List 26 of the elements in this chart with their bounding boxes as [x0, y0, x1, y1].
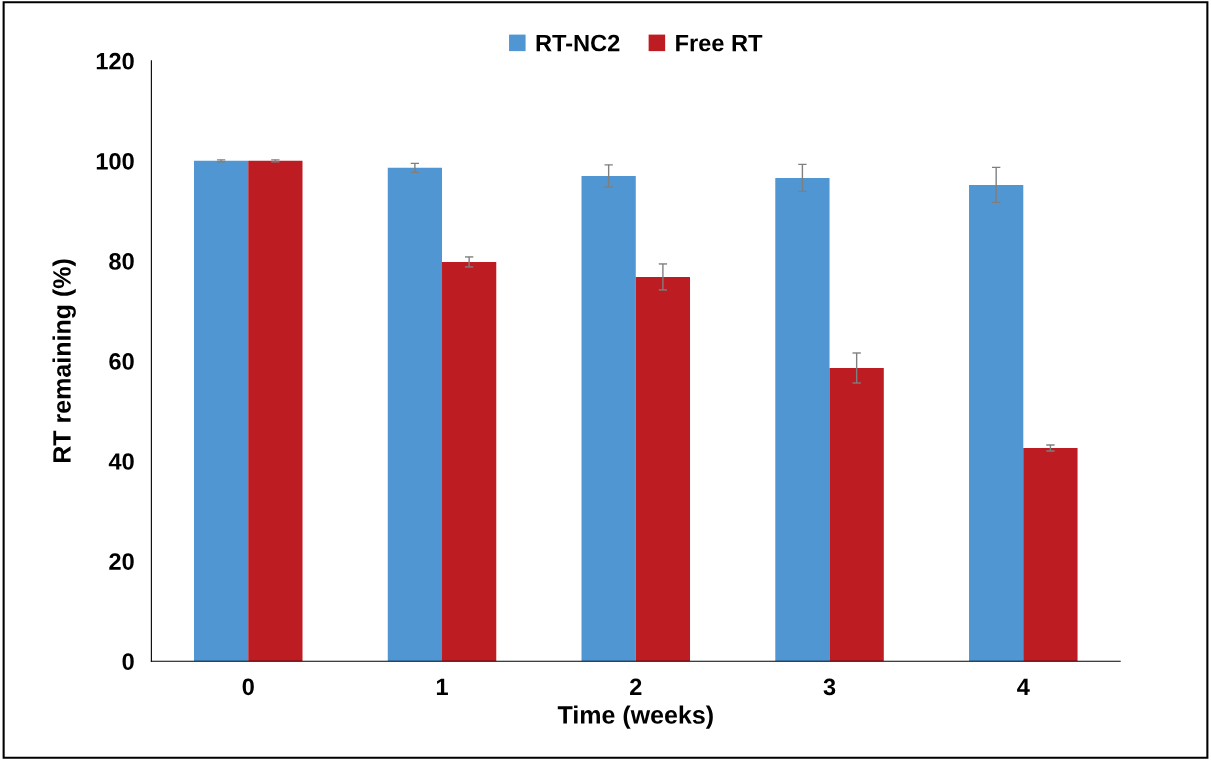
x-tick-label: 2 — [630, 678, 642, 695]
x-tick-label: 3 — [823, 678, 836, 696]
y-tick-label: 0 — [122, 653, 134, 670]
y-tick-label: 20 — [109, 553, 134, 570]
y-tick-label: 60 — [109, 353, 134, 370]
x-tick-label: 1 — [436, 678, 448, 695]
bar — [969, 184, 1024, 662]
x-tick-label: 4 — [1017, 678, 1030, 695]
x-axis-title: Time (weeks) — [557, 705, 713, 729]
y-tick-label: 40 — [108, 453, 134, 470]
legend-label: Free RT — [676, 34, 763, 52]
y-tick-label: 120 — [96, 52, 134, 70]
y-tick-label: 100 — [96, 152, 134, 170]
y-axis-title: RT remaining (%) — [52, 259, 76, 463]
y-tick-label: 80 — [109, 253, 134, 270]
bar — [194, 160, 249, 662]
bar — [1023, 448, 1078, 662]
bar — [775, 177, 830, 662]
bar — [581, 175, 636, 662]
bar — [442, 261, 497, 662]
bar — [248, 160, 303, 662]
bar — [387, 167, 443, 662]
bar — [829, 368, 884, 662]
bar — [635, 276, 691, 662]
x-tick-label: 0 — [242, 678, 254, 696]
legend-label: RT-NC2 — [536, 34, 620, 52]
